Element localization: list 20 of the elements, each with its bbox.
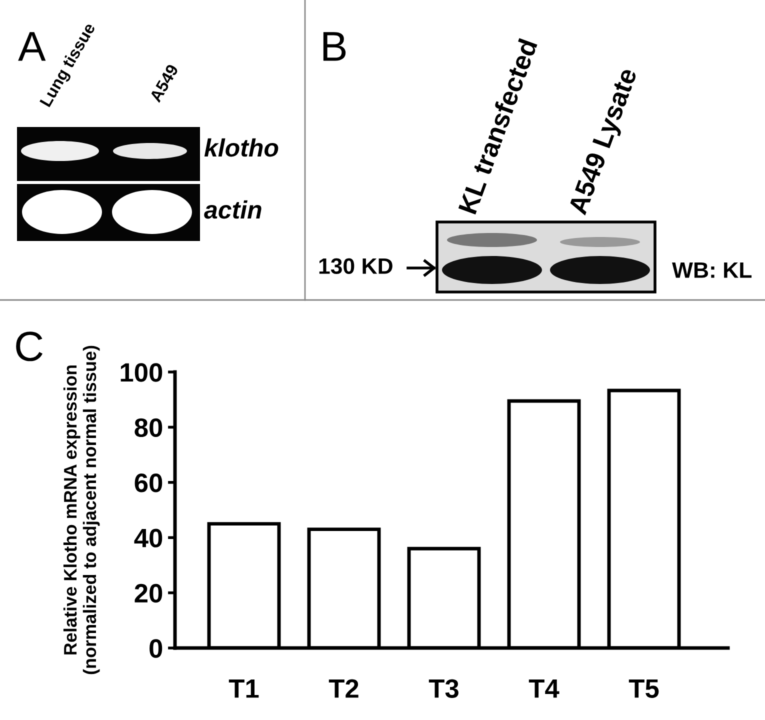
x-tick-label: T2 [328,679,358,698]
x-tick-label: T3 [428,679,458,698]
y-tick-label: 60 [134,474,162,492]
x-tick-label: T5 [628,680,659,698]
y-tick-label: 100 [120,363,162,382]
x-tick-label: T4 [528,680,560,698]
text: 130 KD [319,258,392,274]
text: WB: KL [672,262,752,278]
text: C [16,332,43,362]
text: A549 Lysate [568,66,642,218]
y-axis-title: Relative Klotho mRNA expression (normalized to adjacent normal tissue) [63,346,100,674]
y-tick-label: 80 [134,418,162,438]
x-tick-label: T1 [228,680,259,698]
y-tick-label: 0 [150,639,162,658]
text: klotho [204,138,278,157]
y-tick-label: 40 [134,528,162,548]
y-tick-label: 20 [134,584,162,603]
text: A [18,32,46,61]
text: actin [204,200,262,219]
text: B [323,32,346,61]
